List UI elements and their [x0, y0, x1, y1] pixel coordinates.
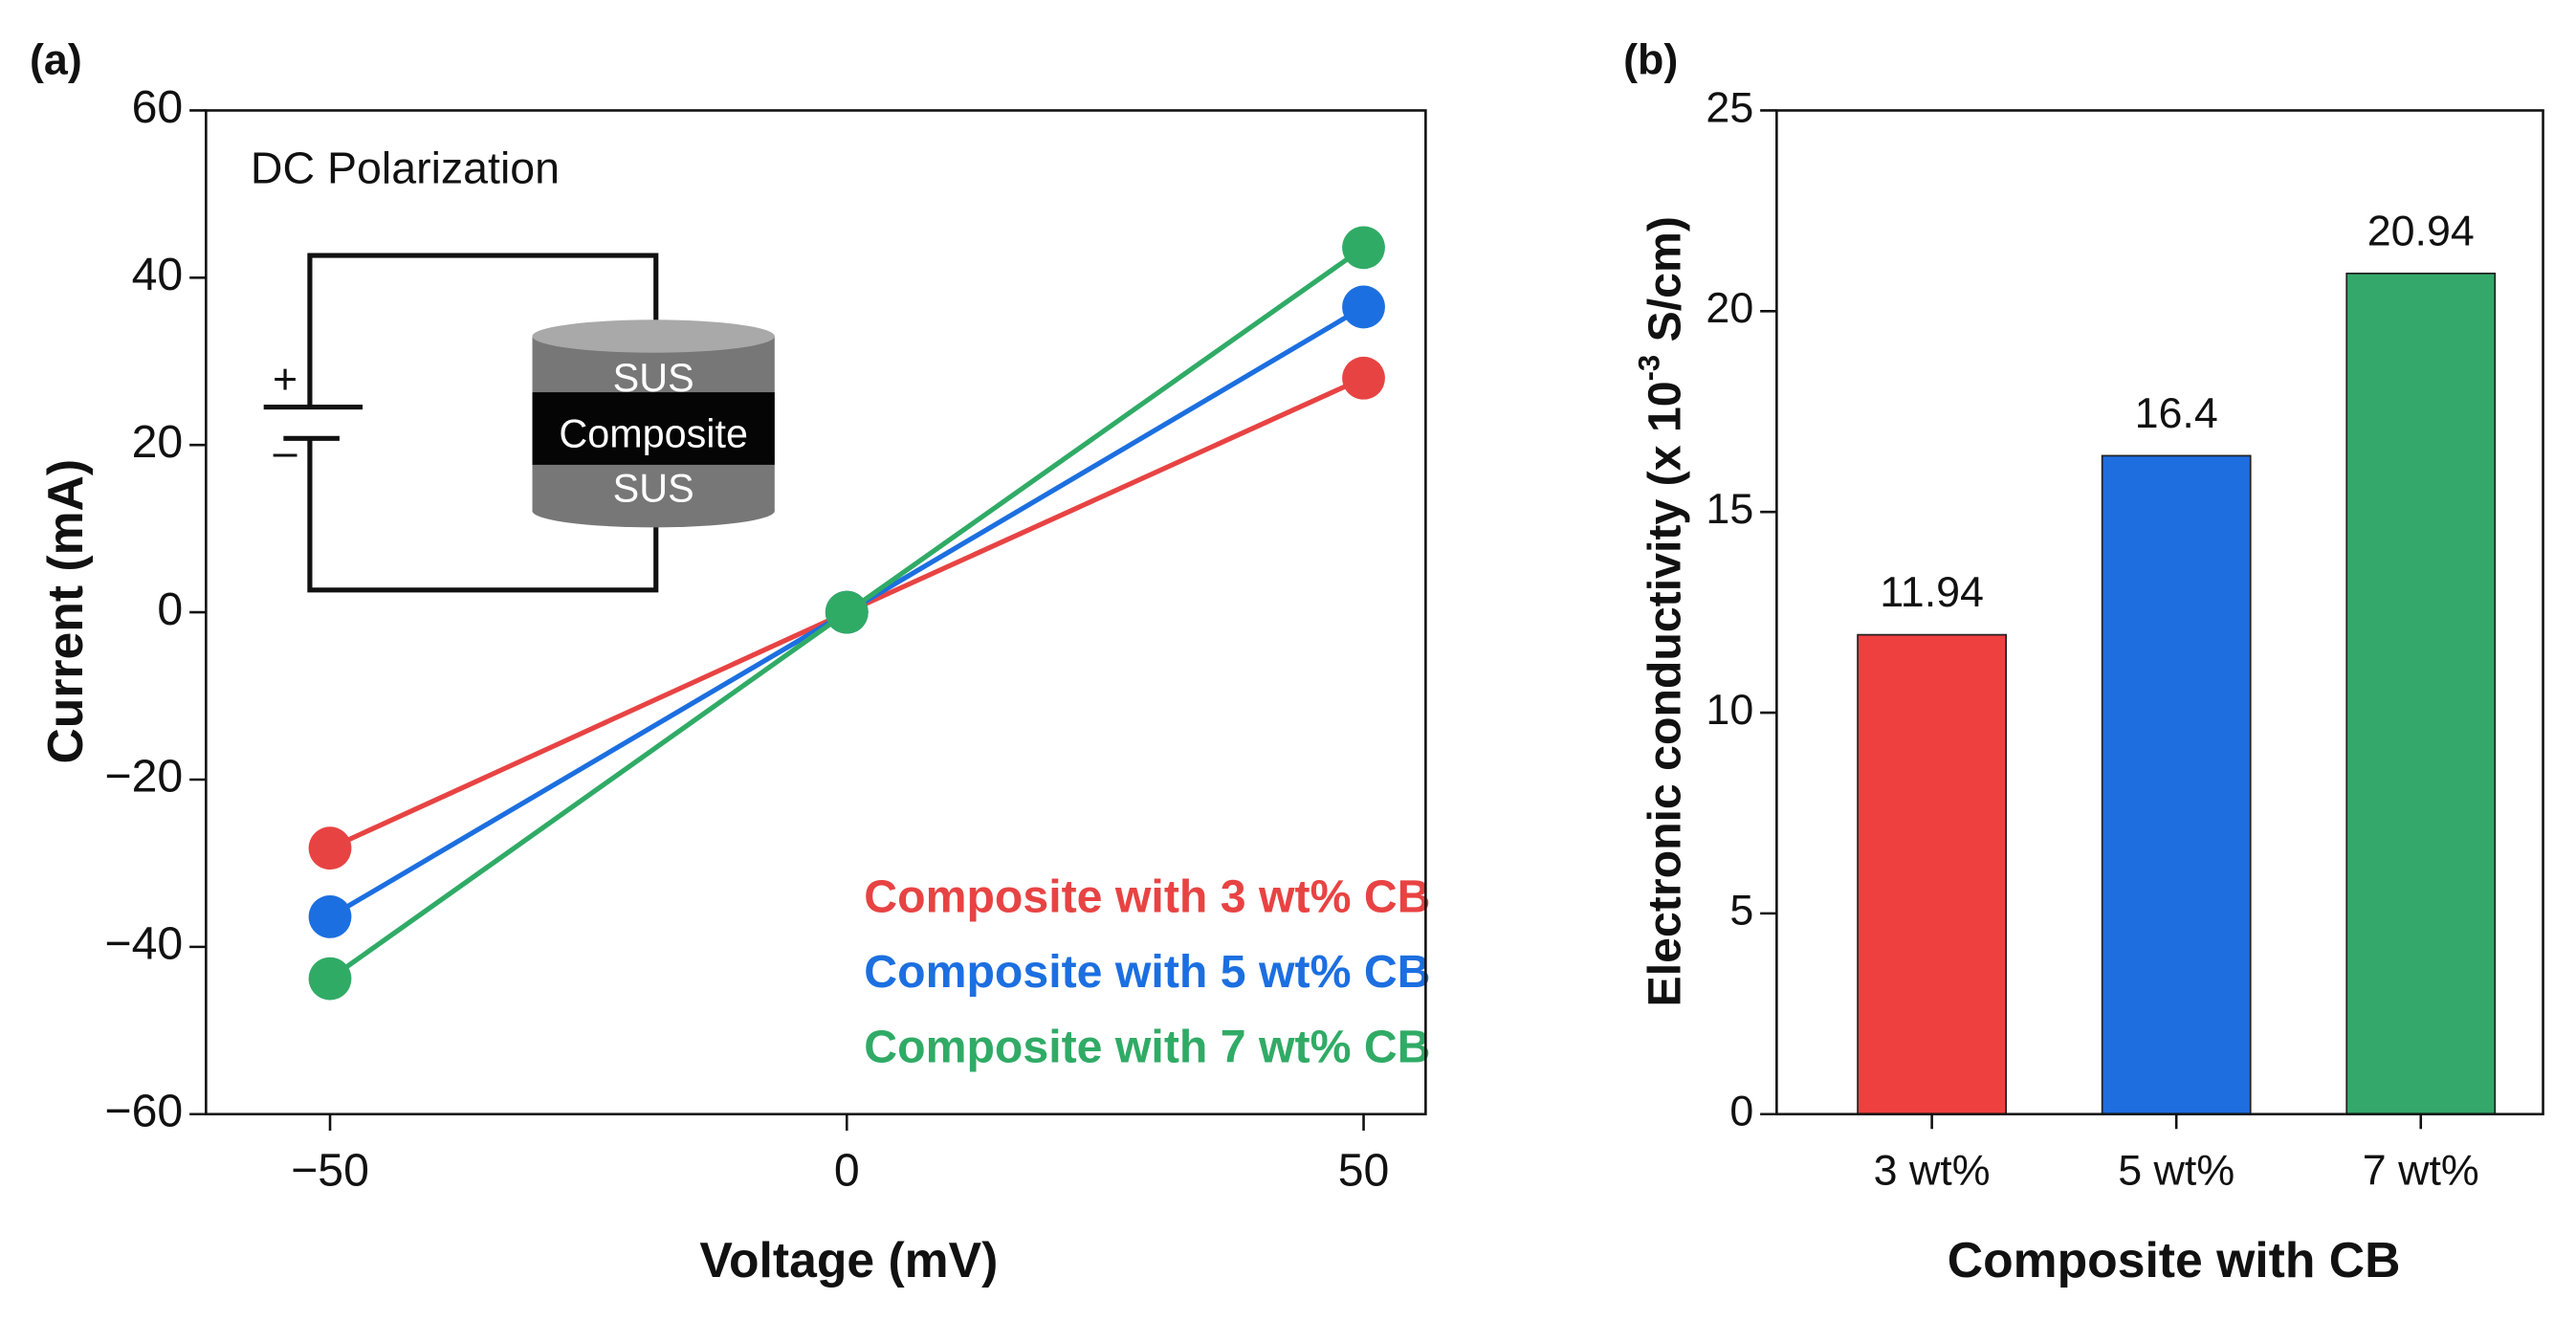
x-tick-label: 7 wt%	[2363, 1147, 2479, 1195]
data-point	[1342, 226, 1385, 270]
cell-top	[532, 319, 775, 353]
x-tick-label: 50	[1338, 1145, 1390, 1197]
panel-label: (b)	[1623, 35, 1678, 83]
panel-label: (a)	[30, 35, 82, 83]
value-label: 20.94	[2367, 207, 2475, 254]
y-tick-label: 0	[1729, 1088, 1753, 1135]
data-point	[1342, 356, 1385, 400]
x-tick-label: 5 wt%	[2118, 1147, 2235, 1195]
data-point	[1342, 285, 1385, 329]
y-tick-label: 5	[1729, 887, 1753, 935]
y-axis-title: Electronic conductivity (x 10-3 S/cm)	[1633, 216, 1691, 1006]
x-axis-title: Composite with CB	[1948, 1232, 2401, 1288]
y-tick-label: 0	[157, 583, 183, 635]
y-tick-label: 20	[1706, 284, 1753, 332]
y-tick-label: −60	[104, 1085, 183, 1136]
y-tick-label: 60	[132, 81, 184, 133]
legend-entry: Composite with 3 wt% CB	[864, 871, 1430, 923]
y-tick-label: 20	[132, 416, 184, 468]
bar	[2345, 273, 2497, 1115]
y-axis-title-sup: -3	[1633, 355, 1666, 382]
legend-entry: Composite with 5 wt% CB	[864, 946, 1430, 998]
legend-entry: Composite with 7 wt% CB	[864, 1021, 1430, 1072]
plot-frame	[1775, 109, 2544, 1116]
cell-bottom	[532, 494, 775, 528]
layer-label: SUS	[613, 356, 694, 400]
y-axis-title: Current (mA)	[37, 459, 93, 764]
plus-sign: +	[273, 356, 297, 404]
bar	[1857, 633, 2008, 1115]
y-tick-label: 25	[1706, 83, 1753, 131]
y-axis-title-part: S/cm)	[1639, 216, 1690, 355]
plot-frame	[205, 109, 1427, 1116]
y-tick-label: 40	[132, 249, 184, 300]
x-tick-label: 0	[834, 1145, 860, 1197]
data-point	[308, 826, 352, 870]
x-tick-label: 3 wt%	[1874, 1147, 1991, 1195]
data-point	[825, 590, 869, 634]
inset-title: DC Polarization	[251, 143, 560, 192]
y-axis-title-part: Electronic conductivity (x 10	[1639, 381, 1690, 1006]
layer-label: SUS	[613, 466, 694, 510]
bar	[2101, 454, 2252, 1115]
value-label: 16.4	[2135, 389, 2218, 437]
y-tick-label: 10	[1706, 686, 1753, 734]
y-tick-label: −20	[104, 751, 183, 803]
layer-label: Composite	[559, 412, 748, 456]
composite-layer	[532, 392, 775, 465]
data-point	[308, 957, 352, 1001]
x-tick-label: −50	[291, 1145, 369, 1197]
value-label: 11.94	[1880, 568, 1984, 616]
data-point	[308, 894, 352, 938]
y-tick-label: −40	[104, 918, 183, 970]
inset: DC Polarization + – SUS Composite SUS	[251, 143, 775, 593]
minus-sign: –	[274, 428, 297, 475]
y-tick-label: 15	[1706, 485, 1753, 533]
x-axis-title: Voltage (mV)	[699, 1232, 998, 1288]
